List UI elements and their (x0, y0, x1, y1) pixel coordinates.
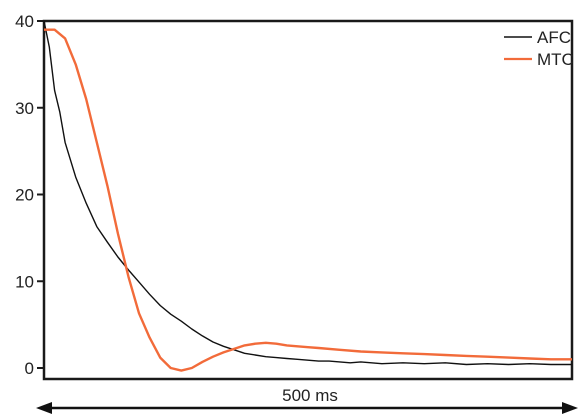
legend-label-mtc: MTC (537, 50, 574, 69)
y-tick-label-40: 40 (15, 12, 34, 31)
series-layer (43, 20, 572, 372)
y-axis-ticks: 0 10 20 30 40 (15, 12, 44, 378)
legend: AFC MTC (504, 28, 574, 69)
scale-bar-label: 500 ms (282, 386, 338, 405)
series-line-mtc (44, 28, 572, 372)
scale-bar-left-arrow (36, 402, 52, 414)
time-scale-bar: 500 ms (36, 386, 578, 414)
scale-bar-right-arrow (562, 402, 578, 414)
series-line-afc (43, 20, 572, 366)
y-tick-label-0: 0 (25, 359, 34, 378)
y-tick-label-20: 20 (15, 186, 34, 205)
legend-label-afc: AFC (537, 28, 571, 47)
y-tick-label-10: 10 (15, 272, 34, 291)
plot-area (42, 19, 574, 381)
y-tick-label-30: 30 (15, 99, 34, 118)
